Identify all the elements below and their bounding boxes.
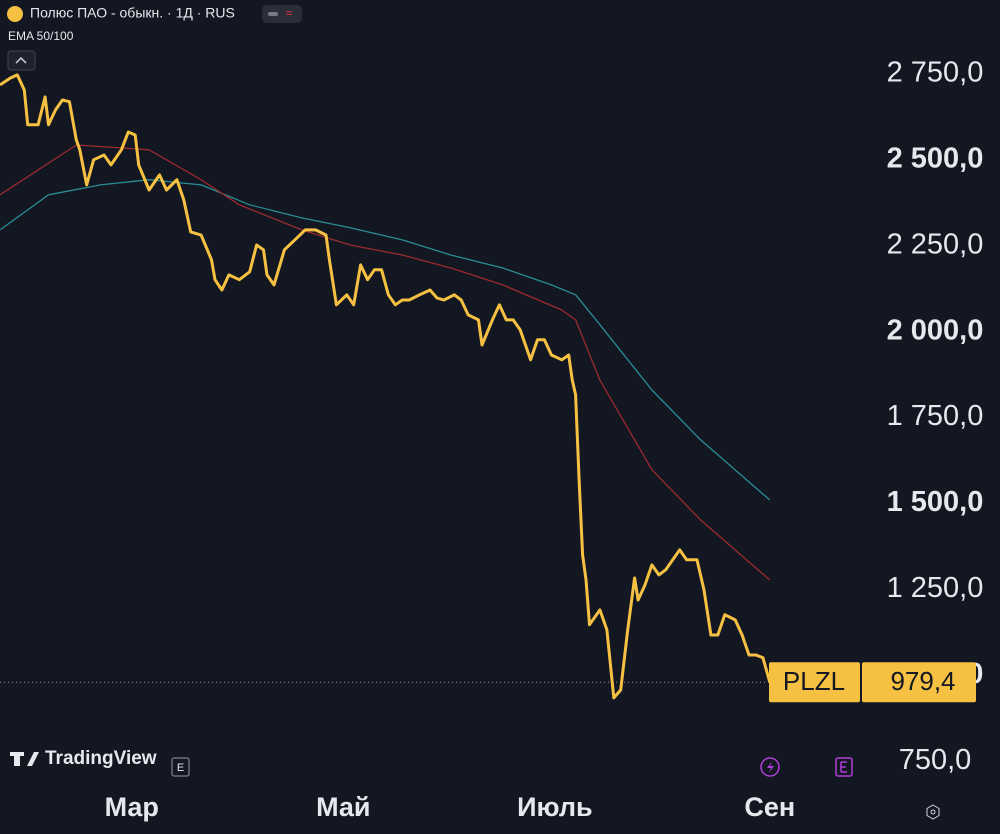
x-tick-label: Май [316, 792, 370, 822]
y-tick-label: 1 750,0 [887, 400, 984, 432]
y-tick-label: 2 500,0 [887, 142, 984, 174]
events-icon[interactable] [835, 757, 853, 777]
status-pill[interactable] [262, 5, 302, 23]
price-line [0, 73, 772, 700]
lightning-icon[interactable] [760, 757, 780, 777]
ema-line [0, 179, 771, 501]
settings-icon[interactable] [926, 804, 940, 820]
chart-title: Полюс ПАО - обыкн. · 1Д · RUS [30, 5, 235, 21]
settings-dot [930, 809, 936, 815]
x-axis: Мар Май Июль Сен [105, 792, 796, 822]
symbol-text: PLZL [783, 666, 845, 696]
x-tick-label: Июль [517, 792, 593, 822]
y-tick-label: 1 250,0 [887, 572, 984, 604]
y-tick-label: 2 250,0 [887, 228, 984, 260]
symbol-icon [7, 6, 23, 22]
ema-line [0, 144, 771, 581]
price-text: 979,4 [890, 666, 955, 696]
brand-name: TradingView [45, 748, 157, 769]
status-dot [268, 12, 278, 16]
collapse-button[interactable] [7, 50, 36, 71]
x-tick-label: Сен [744, 792, 795, 822]
plot-area [0, 73, 772, 700]
collapse-icon [15, 56, 27, 64]
price-label: PLZL 979,4 [769, 662, 976, 703]
y-tick-label: 2 000,0 [887, 314, 984, 346]
y-tick-label: 2 750,0 [887, 57, 984, 89]
y-tick-label: 1 500,0 [887, 486, 984, 518]
symbol-box [769, 662, 860, 703]
brand-logo [10, 752, 39, 766]
lightning-bolt [767, 761, 774, 773]
badge-box[interactable] [171, 757, 190, 777]
events-glyph [840, 761, 847, 773]
y-tick-label: 750,0 [899, 744, 972, 776]
badge-text: E [177, 762, 184, 774]
price-box [862, 662, 976, 703]
indicator-label: EMA 50/100 [8, 29, 74, 43]
status-icon: ≈ [286, 6, 293, 20]
x-tick-label: Мар [105, 792, 159, 822]
